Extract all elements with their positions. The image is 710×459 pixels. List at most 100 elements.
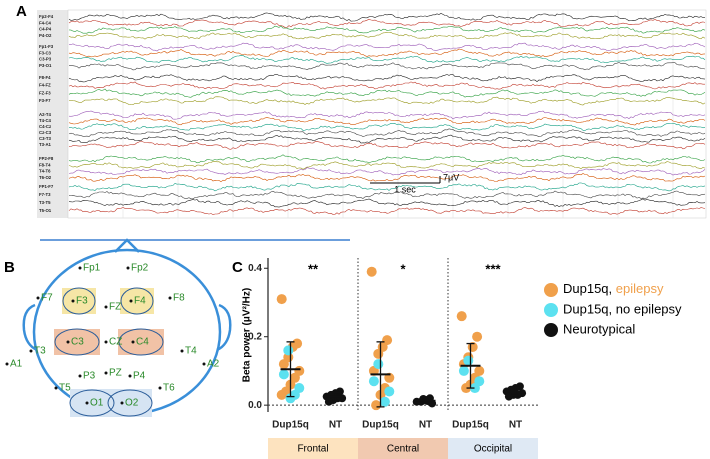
electrode xyxy=(126,266,130,270)
data-point xyxy=(366,266,377,277)
x-tick-label: NT xyxy=(509,420,522,431)
data-point xyxy=(276,389,287,400)
electrode-label: F8 xyxy=(173,293,185,304)
electrode-label: T4 xyxy=(185,346,197,357)
eeg-trace xyxy=(68,110,706,120)
region-highlight xyxy=(118,329,164,355)
data-point xyxy=(469,383,480,394)
data-point xyxy=(504,392,513,401)
eeg-trace xyxy=(68,128,706,138)
electrode xyxy=(29,349,33,353)
eeg-trace xyxy=(68,73,706,83)
electrode-label: C4 xyxy=(136,337,149,348)
electrode xyxy=(104,305,108,309)
channel-label: T5-O1 xyxy=(39,208,52,213)
electrode xyxy=(131,340,135,344)
electrode xyxy=(158,386,162,390)
data-point xyxy=(461,383,472,394)
legend-label: Dup15q, no epilepsy xyxy=(563,301,682,316)
channel-label: F4-FZ xyxy=(39,83,51,88)
data-point xyxy=(368,376,379,387)
eeg-trace xyxy=(68,122,706,131)
eeg-trace xyxy=(68,31,706,40)
data-point xyxy=(278,369,289,380)
channel-label: C3-T3 xyxy=(39,136,52,141)
electrode xyxy=(104,340,108,344)
eeg-trace xyxy=(68,42,706,52)
chart: Beta power (μV²/Hz) 0.0 0.2 0.4 ** Frontal * Ce… xyxy=(242,258,682,459)
y-tick-label: 0.0 xyxy=(248,400,262,411)
data-point xyxy=(463,355,474,366)
channel-label: C4-Cz xyxy=(39,124,51,129)
electrode xyxy=(78,266,82,270)
region-ring xyxy=(120,287,154,315)
eeg-trace xyxy=(68,190,706,200)
eeg-trace xyxy=(68,18,706,28)
panel-label: C xyxy=(232,259,243,276)
eeg-trace xyxy=(68,140,706,150)
electrode-label: F3 xyxy=(76,296,88,307)
channel-label: T3-A1 xyxy=(39,142,52,147)
legend-marker xyxy=(544,303,558,317)
eeg-trace xyxy=(68,81,705,90)
electrode-label: T6 xyxy=(163,383,175,394)
y-axis-label: Beta power (μV²/Hz) xyxy=(242,288,253,382)
data-point xyxy=(456,311,467,322)
legend-marker xyxy=(544,283,558,297)
channel-label: C3-P3 xyxy=(39,57,52,62)
eeg-area xyxy=(67,9,707,219)
electrode xyxy=(85,401,89,405)
electrode xyxy=(36,296,40,300)
electrode xyxy=(5,362,9,366)
panel-label: B xyxy=(4,259,15,276)
significance: ** xyxy=(308,261,319,276)
channel-label: A2-T4 xyxy=(39,112,52,117)
electrode-label: P3 xyxy=(83,371,96,382)
legend-label: Dup15q, epilepsy xyxy=(563,281,664,296)
region-highlight xyxy=(54,329,100,355)
eeg-trace xyxy=(68,88,706,98)
channel-label: FP2-F8 xyxy=(39,156,54,161)
channel-label: Cz-C3 xyxy=(39,130,52,135)
data-point xyxy=(472,331,483,342)
eeg-trace xyxy=(68,96,706,106)
eeg-trace xyxy=(68,167,706,176)
x-tick-label: Dup15q xyxy=(452,420,489,431)
eeg-trace xyxy=(68,62,706,71)
electrode xyxy=(71,299,75,303)
amplitude-scale-label: 7μV xyxy=(443,172,459,182)
channel-label: P3-O1 xyxy=(39,63,52,68)
electrode-label: PZ xyxy=(109,368,122,379)
eeg-trace xyxy=(68,54,706,64)
region-box xyxy=(358,438,448,459)
data-point xyxy=(373,348,384,359)
electrode-label: Fp2 xyxy=(131,263,149,274)
electrode-label: C3 xyxy=(71,337,84,348)
eeg-trace xyxy=(68,160,706,170)
electrode xyxy=(78,374,82,378)
region-box xyxy=(268,438,358,459)
channel-label: F3-F7 xyxy=(39,98,51,103)
channel-label: Fp2-F4 xyxy=(39,14,54,19)
eeg-trace xyxy=(68,134,706,144)
data-point xyxy=(373,359,384,370)
eeg-trace xyxy=(68,117,706,126)
electrode xyxy=(202,362,206,366)
channel-label: P4-O2 xyxy=(39,33,52,38)
electrode xyxy=(129,299,133,303)
electrode-label: A2 xyxy=(207,359,220,370)
electrode-label: CZ xyxy=(109,337,122,348)
y-tick-label: 0.2 xyxy=(248,331,262,342)
electrode-label: T5 xyxy=(59,383,71,394)
electrode-label: Fp1 xyxy=(83,263,101,274)
region-label: Central xyxy=(387,444,419,455)
channel-label: C4-P4 xyxy=(39,27,52,32)
data-point xyxy=(458,365,469,376)
eeg-trace xyxy=(68,198,706,208)
electrode-label: F4 xyxy=(134,296,146,307)
significance: * xyxy=(400,261,406,276)
x-tick-label: Dup15q xyxy=(362,420,399,431)
x-tick-label: NT xyxy=(419,420,432,431)
